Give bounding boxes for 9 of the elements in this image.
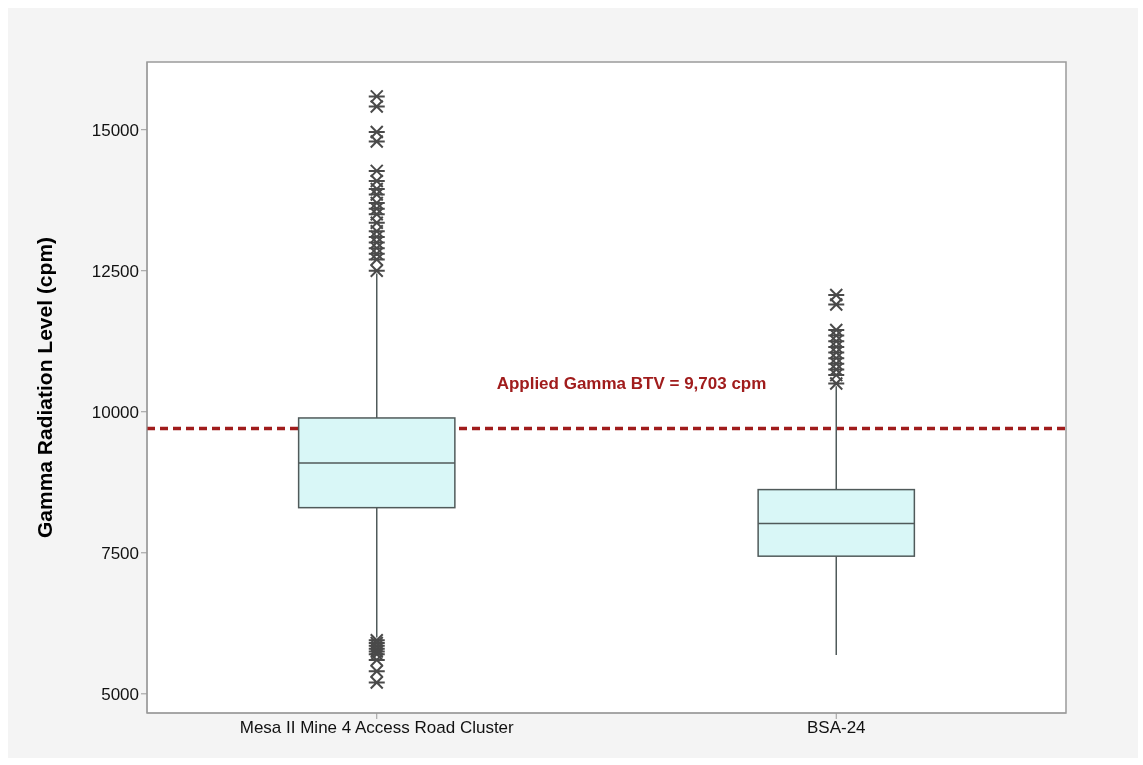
y-tick-label: 10000	[91, 402, 139, 422]
x-tick-label: BSA-24	[806, 718, 866, 738]
ref-line-label: Applied Gamma BTV = 9,703 cpm	[496, 373, 767, 393]
x-tick-label: Mesa II Mine 4 Access Road Cluster	[239, 718, 515, 738]
y-tick-label: 12500	[91, 261, 139, 281]
y-axis-title: Gamma Radiation Level (cpm)	[33, 236, 57, 539]
y-tick-label: 7500	[101, 543, 139, 563]
y-tick-label: 15000	[91, 120, 139, 140]
y-tick-label: 5000	[101, 684, 139, 704]
